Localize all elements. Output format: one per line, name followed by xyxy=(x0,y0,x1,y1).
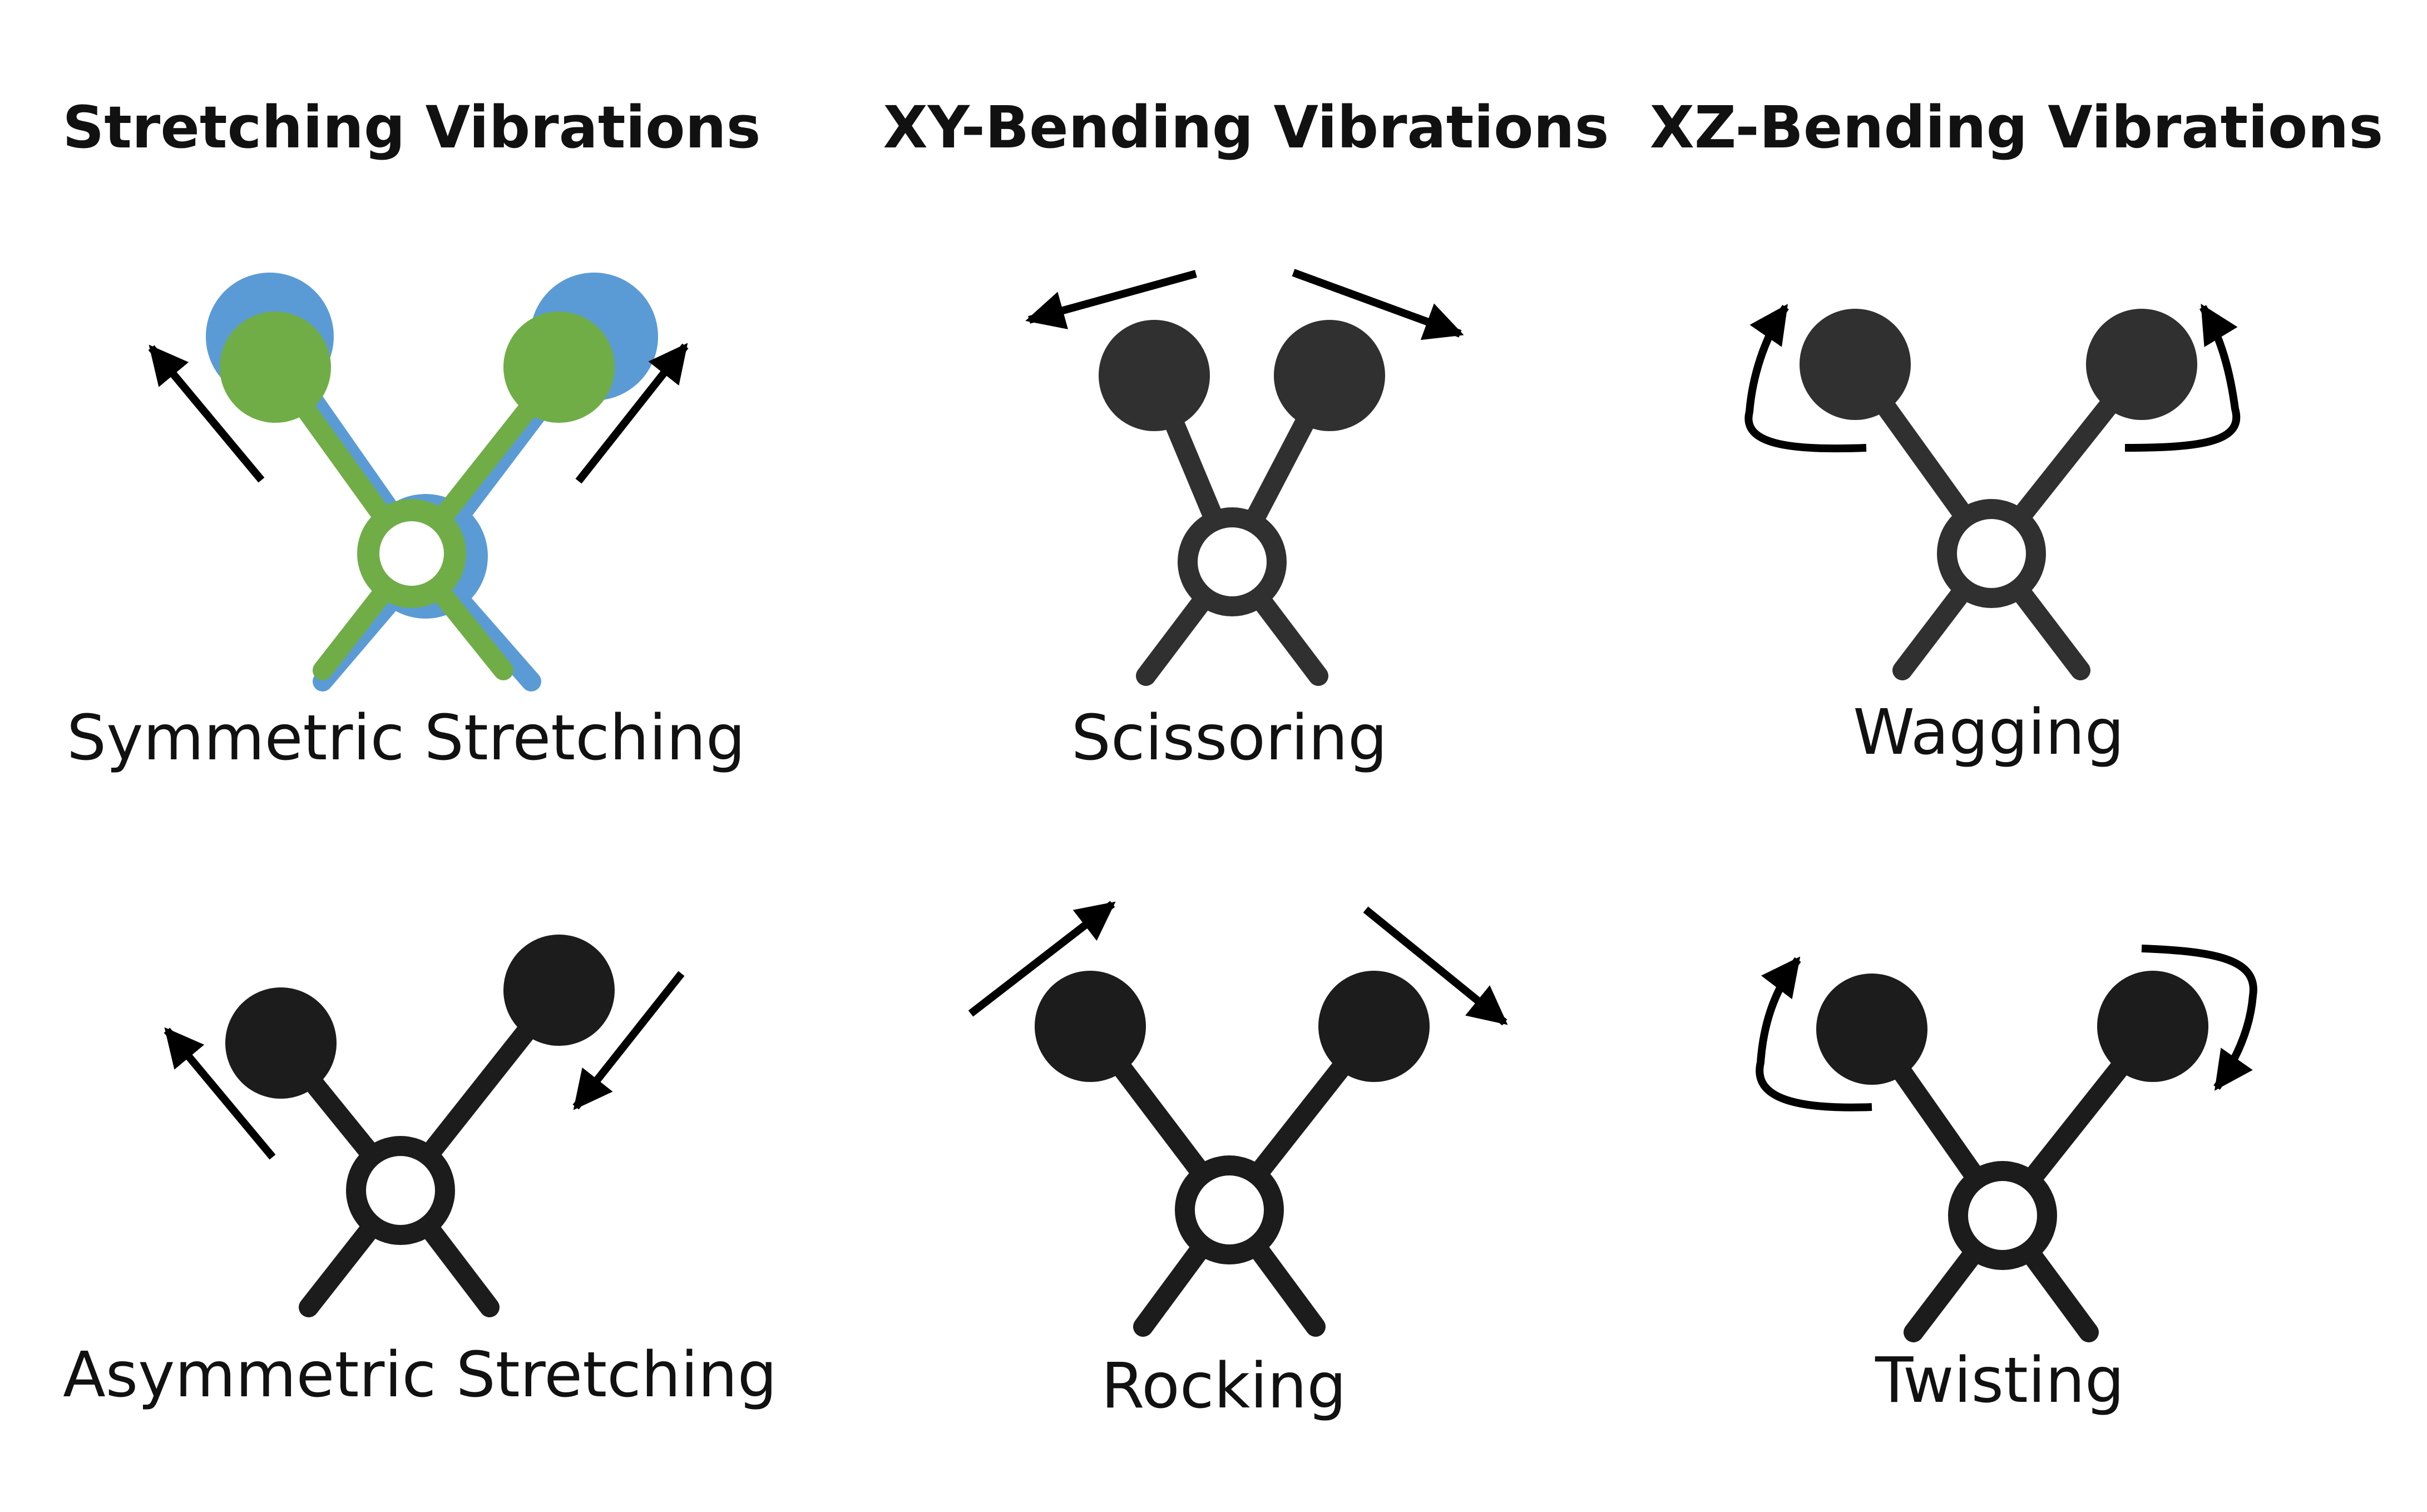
scissoring-molecule xyxy=(1025,269,1464,686)
heading-xy-bending-vibrations: XY-Bending Vibrations xyxy=(883,93,1609,161)
twisting-molecule xyxy=(1756,945,2257,1342)
arrow-right-icon xyxy=(1292,269,1464,340)
heading-xz-bending-vibrations: XZ-Bending Vibrations xyxy=(1650,93,2384,161)
arrow-down-left-icon xyxy=(572,971,685,1110)
wagging-molecule xyxy=(1744,304,2241,680)
arrow-up-left-icon xyxy=(164,1027,276,1160)
curved-arrow-down-right-icon xyxy=(2141,945,2257,1091)
curved-arrow-right-icon xyxy=(2124,304,2241,452)
green-equilibrium-state xyxy=(220,312,615,680)
rocking-molecule xyxy=(968,901,1508,1337)
curved-arrow-left-icon xyxy=(1744,304,1867,453)
caption-wagging: Wagging xyxy=(1853,696,2124,769)
arrow-left-icon xyxy=(1025,270,1197,329)
caption-scissoring: Scissoring xyxy=(1071,702,1387,774)
arrow-up-right-icon xyxy=(575,343,689,484)
asymmetric-stretching-molecule xyxy=(164,935,685,1317)
caption-symmetric-stretching: Symmetric Stretching xyxy=(67,702,745,774)
caption-twisting: Twisting xyxy=(1875,1345,2124,1417)
caption-asymmetric-stretching: Asymmetric Stretching xyxy=(63,1339,777,1411)
arrow-down-right-icon xyxy=(1363,906,1508,1026)
caption-rocking: Rocking xyxy=(1101,1350,1347,1422)
symmetric-stretching-molecule xyxy=(148,273,689,691)
arrow-up-right-icon xyxy=(968,901,1116,1017)
curved-arrow-up-left-icon xyxy=(1756,956,1872,1111)
arrow-up-left-icon xyxy=(148,344,265,483)
heading-stretching-vibrations: Stretching Vibrations xyxy=(62,93,760,161)
